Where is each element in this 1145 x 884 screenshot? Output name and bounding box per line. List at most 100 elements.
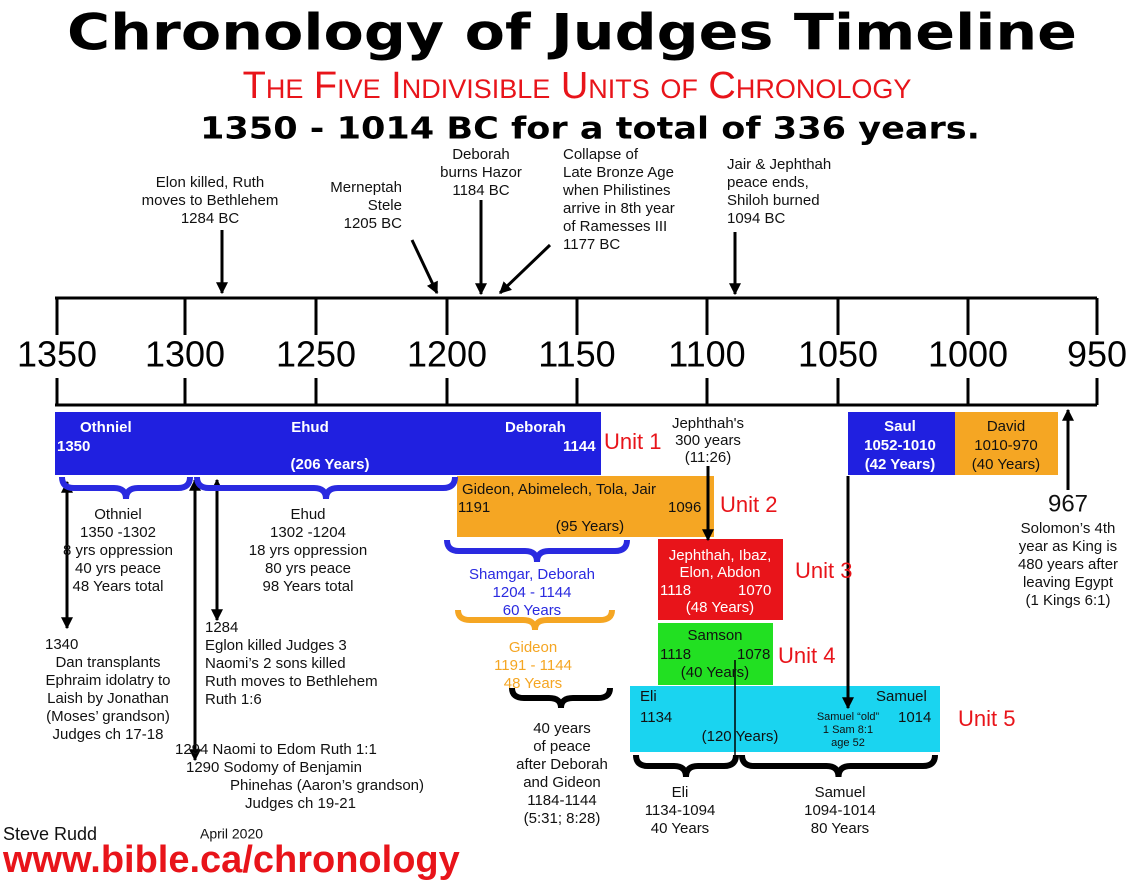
label: 1144 [563,438,596,455]
saul-bar [848,412,955,475]
label: Judges ch 19-21 [245,795,356,812]
unit4-bar [658,623,773,685]
label: (42 Years) [865,456,936,473]
label: Ehud [290,506,325,523]
label: 1191 - 1144 [494,657,572,674]
label: 40 years [533,720,591,737]
label: 1200 [407,334,487,375]
unit2-bar [457,476,714,537]
label: moves to Bethlehem [142,192,279,209]
label: 480 years after [1018,556,1118,573]
label: Judges ch 17-18 [53,726,164,743]
label: Phinehas (Aaron’s grandson) [230,777,424,794]
label: 1177 BC [563,236,620,253]
label: 1078 [737,646,770,663]
label: 1350 [17,334,97,375]
label: Unit 2 [720,492,777,517]
label: April 2020 [200,826,263,842]
label: Stele [368,197,402,214]
label: 1118 [660,582,691,599]
label: 1000 [928,334,1008,375]
label: Chronology of Judges Timeline [67,4,1077,62]
label: 1014 [898,709,931,726]
label: Unit 1 [604,429,661,454]
label: www.bible.ca/chronology [2,839,460,881]
label: Eli [672,784,689,801]
label: 967 [1048,490,1088,517]
label: The Five Indivisible Units of Chronology [243,65,912,107]
label: Deborah [505,419,566,436]
label: 1205 BC [344,215,403,232]
unit3-bar [658,539,783,620]
label: Ehud [291,419,329,436]
label: year as King is [1019,538,1117,555]
label: (11:26) [685,449,731,466]
label: 98 Years total [263,578,354,595]
label: Collapse of [563,146,639,163]
label: Jair & Jephthah [727,156,831,173]
label: Jephthah, Ibaz, [669,547,772,564]
label: Dan transplants [55,654,160,671]
label: Shamgar, Deborah [469,566,595,583]
label: arrive in 8th year [563,200,675,217]
label: 48 Years total [73,578,164,595]
brace [455,609,615,631]
label: peace ends, [727,174,809,191]
label: 1052-1010 [864,437,936,454]
label: 1094-1014 [804,802,876,819]
label: Naomi’s 2 sons killed [205,655,346,672]
label: (40 Years) [972,456,1040,473]
label: 1250 [276,334,356,375]
brace [633,754,739,778]
label: (Moses’ grandson) [46,708,170,725]
label: 1184 BC [452,182,509,199]
label: Deborah [452,146,510,163]
label: Gideon [509,639,557,656]
label: Gideon, Abimelech, Tola, Jair [462,481,656,498]
label: Merneptah [330,179,402,196]
label: (48 Years) [686,599,754,616]
label: 40 yrs peace [75,560,161,577]
label: Ephraim idolatry to [45,672,170,689]
label: Othniel [94,506,142,523]
label: 1050 [798,334,878,375]
label: 1118 [660,646,691,663]
label: 1300 [145,334,225,375]
label: burns Hazor [440,164,522,181]
label: and Gideon [523,774,601,791]
label: of Ramesses III [563,218,667,235]
label: Samuel [876,688,927,705]
label: (206 Years) [291,456,370,473]
unit5-bar [630,686,940,752]
label: 1350 -1302 [80,524,156,541]
label: 1096 [668,499,701,516]
label: 1290 Sodomy of Benjamin [186,759,362,776]
label: Ruth moves to Bethlehem [205,673,378,690]
label: 80 yrs peace [265,560,351,577]
label: 1350 - 1014 BC for a total of 336 years. [200,112,980,147]
brace [509,687,613,709]
label: Unit 3 [795,558,852,583]
label: Unit 4 [778,643,835,668]
arrows [61,200,1074,762]
brace [739,754,938,778]
label: 950 [1067,334,1127,375]
label: when Philistines [562,182,671,199]
label: 1302 -1204 [270,524,346,541]
label: 1094 BC [727,210,786,227]
label: age 52 [831,737,865,749]
david-bar [955,412,1058,475]
label: Laish by Jonathan [47,690,169,707]
label: 40 Years [651,820,709,837]
label: 80 Years [811,820,869,837]
label: 1284 [205,619,238,636]
label: 1191 [458,499,490,516]
label: 48 Years [504,675,562,692]
brace [444,539,630,563]
label: Eglon killed Judges 3 [205,637,347,654]
label: 1284 BC [181,210,240,227]
label: (95 Years) [556,518,624,535]
label: Unit 5 [958,706,1015,731]
label: (40 Years) [681,664,749,681]
label: after Deborah [516,756,608,773]
